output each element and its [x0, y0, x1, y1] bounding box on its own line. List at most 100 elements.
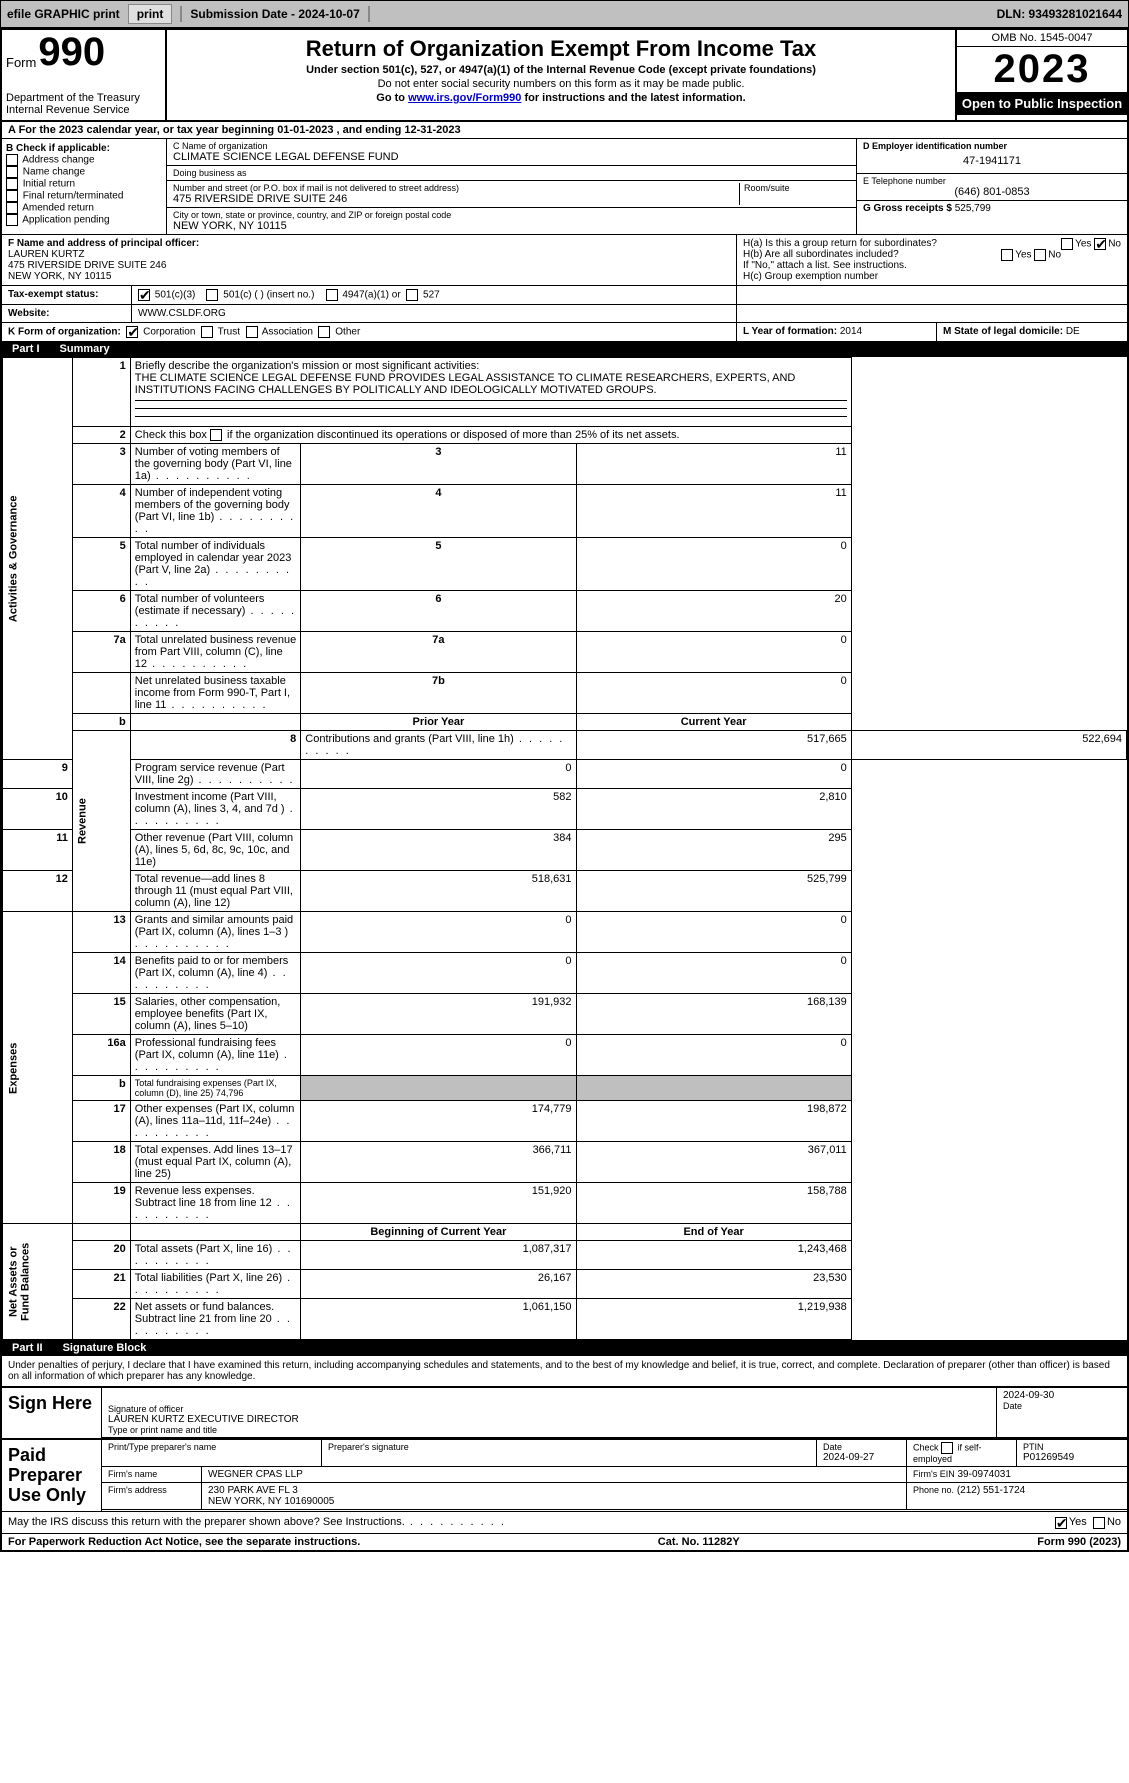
ptin-label: PTIN: [1023, 1442, 1121, 1452]
q2: Check this box if the organization disco…: [130, 427, 851, 444]
inspection-badge: Open to Public Inspection: [957, 92, 1127, 115]
phone-value: (646) 801-0853: [863, 186, 1121, 198]
c-name-label: C Name of organization: [173, 141, 850, 151]
officer-addr2: NEW YORK, NY 10115: [8, 271, 730, 282]
chk-discuss-no[interactable]: [1093, 1517, 1105, 1529]
paid-preparer-label: Paid Preparer Use Only: [2, 1440, 102, 1511]
header-left: Form 990 Department of the Treasury Inte…: [2, 30, 167, 120]
chk-discuss-yes[interactable]: [1055, 1517, 1067, 1529]
ptin-value: P01269549: [1023, 1452, 1121, 1463]
hb-label: H(b) Are all subordinates included?: [743, 249, 899, 260]
separator: [368, 6, 370, 22]
perjury-statement: Under penalties of perjury, I declare th…: [2, 1356, 1127, 1386]
form-number: 990: [38, 34, 105, 70]
part2-bar: Part II Signature Block: [2, 1340, 1127, 1356]
chk-initial-return[interactable]: [6, 178, 18, 190]
chk-501c[interactable]: [206, 289, 218, 301]
row-j: Website: WWW.CSLDF.ORG: [2, 304, 1127, 322]
discuss-label: May the IRS discuss this return with the…: [8, 1516, 506, 1528]
chk-ha-yes[interactable]: [1061, 238, 1073, 250]
separator: [180, 6, 182, 22]
gross-receipts-value: 525,799: [955, 203, 991, 214]
sig-date2: 2024-09-27: [823, 1452, 900, 1463]
date-label: Date: [1003, 1401, 1121, 1411]
top-toolbar: efile GRAPHIC print print Submission Dat…: [0, 0, 1129, 28]
chk-assoc[interactable]: [246, 326, 258, 338]
side-revenue: Revenue: [72, 731, 130, 912]
suite-label: Room/suite: [744, 183, 850, 193]
dln-label: DLN: 93493281021644: [997, 7, 1122, 21]
form-subtitle-1: Under section 501(c), 527, or 4947(a)(1)…: [173, 64, 949, 76]
part1-tag: Part I: [12, 343, 40, 355]
firm-ein-value: 39-0974031: [958, 1469, 1011, 1480]
city-value: NEW YORK, NY 10115: [173, 220, 850, 232]
chk-hb-no[interactable]: [1034, 249, 1046, 261]
row-ij: Tax-exempt status: 501(c)(3) 501(c) ( ) …: [2, 285, 1127, 304]
efile-label: efile GRAPHIC print: [7, 7, 120, 21]
firm-addr1: 230 PARK AVE FL 3: [208, 1485, 900, 1496]
cat-no: Cat. No. 11282Y: [658, 1536, 740, 1548]
officer-name-value: LAUREN KURTZ EXECUTIVE DIRECTOR: [108, 1414, 990, 1425]
print-button[interactable]: print: [128, 4, 173, 24]
chk-name-change[interactable]: [6, 166, 18, 178]
chk-discontinued[interactable]: [210, 429, 222, 441]
opt-initial-return: Initial return: [23, 179, 75, 190]
hc-label: H(c) Group exemption number: [743, 271, 1121, 282]
chk-other[interactable]: [318, 326, 330, 338]
chk-address-change[interactable]: [6, 154, 18, 166]
row-klm: K Form of organization: Corporation Trus…: [2, 322, 1127, 341]
line-num: 2: [72, 427, 130, 444]
website-value: WWW.CSLDF.ORG: [132, 305, 737, 322]
opt-amended-return: Amended return: [22, 203, 94, 214]
department-label: Department of the Treasury Internal Reve…: [6, 92, 161, 116]
row-fh: F Name and address of principal officer:…: [2, 234, 1127, 285]
opt-final-return: Final return/terminated: [23, 191, 124, 202]
header-middle: Return of Organization Exempt From Incom…: [167, 30, 957, 120]
ein-value: 47-1941171: [863, 151, 1121, 171]
omb-number: OMB No. 1545-0047: [957, 30, 1127, 47]
q1: Briefly describe the organization's miss…: [130, 358, 851, 427]
goto-pre: Go to: [376, 92, 408, 104]
sign-here-block: Sign Here Signature of officer LAUREN KU…: [2, 1386, 1127, 1438]
chk-self-employed[interactable]: [941, 1442, 953, 1454]
j-label: Website:: [2, 305, 132, 322]
chk-hb-yes[interactable]: [1001, 249, 1013, 261]
goto-post: for instructions and the latest informat…: [524, 92, 745, 104]
firm-name-label: Firm's name: [102, 1467, 202, 1482]
chk-application-pending[interactable]: [6, 214, 18, 226]
chk-final-return[interactable]: [6, 190, 18, 202]
ein-label: D Employer identification number: [863, 141, 1121, 151]
opt-address-change: Address change: [22, 155, 94, 166]
side-netassets: Net Assets or Fund Balances: [3, 1224, 73, 1340]
chk-501c3[interactable]: [138, 289, 150, 301]
side-expenses: Expenses: [3, 912, 73, 1224]
irs-link[interactable]: www.irs.gov/Form990: [408, 92, 521, 104]
city-label: City or town, state or province, country…: [173, 210, 850, 220]
officer-addr1: 475 RIVERSIDE DRIVE SUITE 246: [8, 260, 730, 271]
paperwork-notice: For Paperwork Reduction Act Notice, see …: [8, 1536, 360, 1548]
form-ref: Form 990 (2023): [1037, 1536, 1121, 1548]
prep-sig-label: Preparer's signature: [328, 1442, 810, 1452]
m-label: M State of legal domicile:: [943, 326, 1063, 337]
chk-amended-return[interactable]: [6, 202, 18, 214]
chk-trust[interactable]: [201, 326, 213, 338]
firm-addr2: NEW YORK, NY 101690005: [208, 1496, 900, 1507]
part1-bar: Part I Summary: [2, 341, 1127, 357]
chk-ha-no[interactable]: [1094, 238, 1106, 250]
col-d: D Employer identification number 47-1941…: [857, 139, 1127, 234]
sign-here-label: Sign Here: [2, 1388, 102, 1438]
firm-ein-label: Firm's EIN: [913, 1469, 955, 1479]
form-subtitle-2: Do not enter social security numbers on …: [173, 78, 949, 90]
f-label: F Name and address of principal officer:: [8, 238, 730, 249]
officer-name-label: Type or print name and title: [108, 1425, 990, 1435]
form-header: Form 990 Department of the Treasury Inte…: [2, 30, 1127, 120]
firm-phone-label: Phone no.: [913, 1485, 954, 1495]
chk-4947[interactable]: [326, 289, 338, 301]
org-name: CLIMATE SCIENCE LEGAL DEFENSE FUND: [173, 151, 850, 163]
chk-corp[interactable]: [126, 326, 138, 338]
l-label: L Year of formation:: [743, 326, 837, 337]
opt-name-change: Name change: [23, 167, 85, 178]
col-b-checkboxes: B Check if applicable: Address change Na…: [2, 139, 167, 234]
chk-527[interactable]: [406, 289, 418, 301]
officer-sig-label: Signature of officer: [108, 1404, 990, 1414]
